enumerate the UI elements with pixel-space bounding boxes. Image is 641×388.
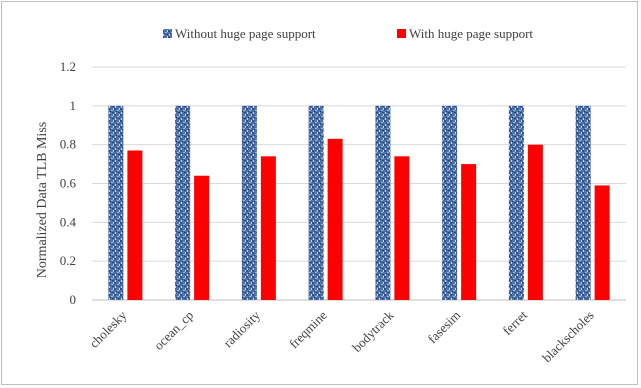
y-tick-label: 0.6 [60,176,77,191]
bar-with-huge-page-bodytrack [394,156,410,300]
x-category-label: freqmine [286,307,330,351]
y-tick-label: 0.2 [60,253,76,268]
y-tick-label: 1 [70,98,77,113]
y-axis: 0 0.2 0.4 0.6 0.8 1 1.2 [60,59,77,307]
gridlines [92,66,626,301]
bar-without-huge-page-freqmine [308,105,324,300]
x-category-label: ocean_cp [151,308,196,353]
x-category-label: bodytrack [349,307,397,355]
x-category-label: cholesky [86,307,130,351]
x-category-label: fasesim [425,308,464,347]
legend-swatch [163,29,172,38]
x-category-label: blackscholes [539,308,597,366]
bars [108,105,610,300]
y-tick-label: 0.8 [60,137,76,152]
y-tick-label: 1.2 [60,59,76,74]
bar-with-huge-page-radiosity [260,156,276,300]
bar-without-huge-page-ferret [508,105,524,300]
y-tick-label: 0 [70,292,77,307]
bar-with-huge-page-fasesim [461,164,477,300]
x-axis: cholesky ocean_cp radiosity freqmine bodytra… [86,307,597,365]
legend: Without huge page support With huge page … [163,26,533,41]
legend-swatch [397,29,406,38]
bar-without-huge-page-ocean-cp [175,105,191,300]
bar-with-huge-page-blackscholes [594,185,610,300]
y-tick-label: 0.4 [60,214,77,229]
bar-without-huge-page-cholesky [108,105,124,300]
bar-with-huge-page-freqmine [327,138,343,300]
y-axis-title: Normalized Data TLB Miss [35,122,50,278]
bar-with-huge-page-ocean-cp [194,175,210,300]
bar-without-huge-page-fasesim [442,105,458,300]
legend-label: With huge page support [409,26,533,41]
bar-with-huge-page-cholesky [127,150,143,300]
bar-without-huge-page-blackscholes [575,105,591,300]
x-category-label: ferret [499,307,530,338]
x-category-label: radiosity [220,307,263,350]
bar-without-huge-page-radiosity [241,105,257,300]
bar-with-huge-page-ferret [527,144,543,300]
legend-label: Without huge page support [175,26,316,41]
bar-without-huge-page-bodytrack [375,105,391,300]
